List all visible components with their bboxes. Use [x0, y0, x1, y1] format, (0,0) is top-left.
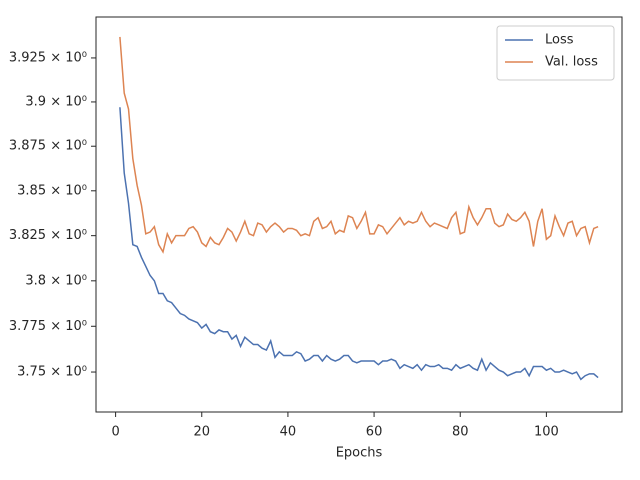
x-tick-label: 20	[193, 425, 210, 440]
x-tick-label: 40	[280, 425, 297, 440]
data-line	[119, 36, 599, 254]
x-tick-label: 60	[366, 425, 383, 440]
y-tick-label: 3.825 × 10⁰	[9, 228, 87, 243]
legend-label: Loss	[545, 33, 574, 48]
y-tick-label: 3.775 × 10⁰	[9, 319, 87, 334]
y-tick-label: 3.8 × 10⁰	[25, 273, 87, 288]
data-line	[119, 107, 599, 381]
y-tick-label: 3.9 × 10⁰	[25, 94, 87, 109]
x-axis-label: Epochs	[336, 446, 383, 461]
y-tick-label: 3.75 × 10⁰	[17, 365, 87, 380]
x-tick-label: 100	[534, 425, 559, 440]
y-tick-label: 3.875 × 10⁰	[9, 139, 87, 154]
plot-frame	[95, 16, 623, 413]
y-tick-label: 3.85 × 10⁰	[17, 183, 87, 198]
x-tick-label: 0	[111, 425, 119, 440]
y-tick-label: 3.925 × 10⁰	[9, 50, 87, 65]
x-tick-label: 80	[452, 425, 469, 440]
legend-label: Val. loss	[545, 55, 598, 70]
